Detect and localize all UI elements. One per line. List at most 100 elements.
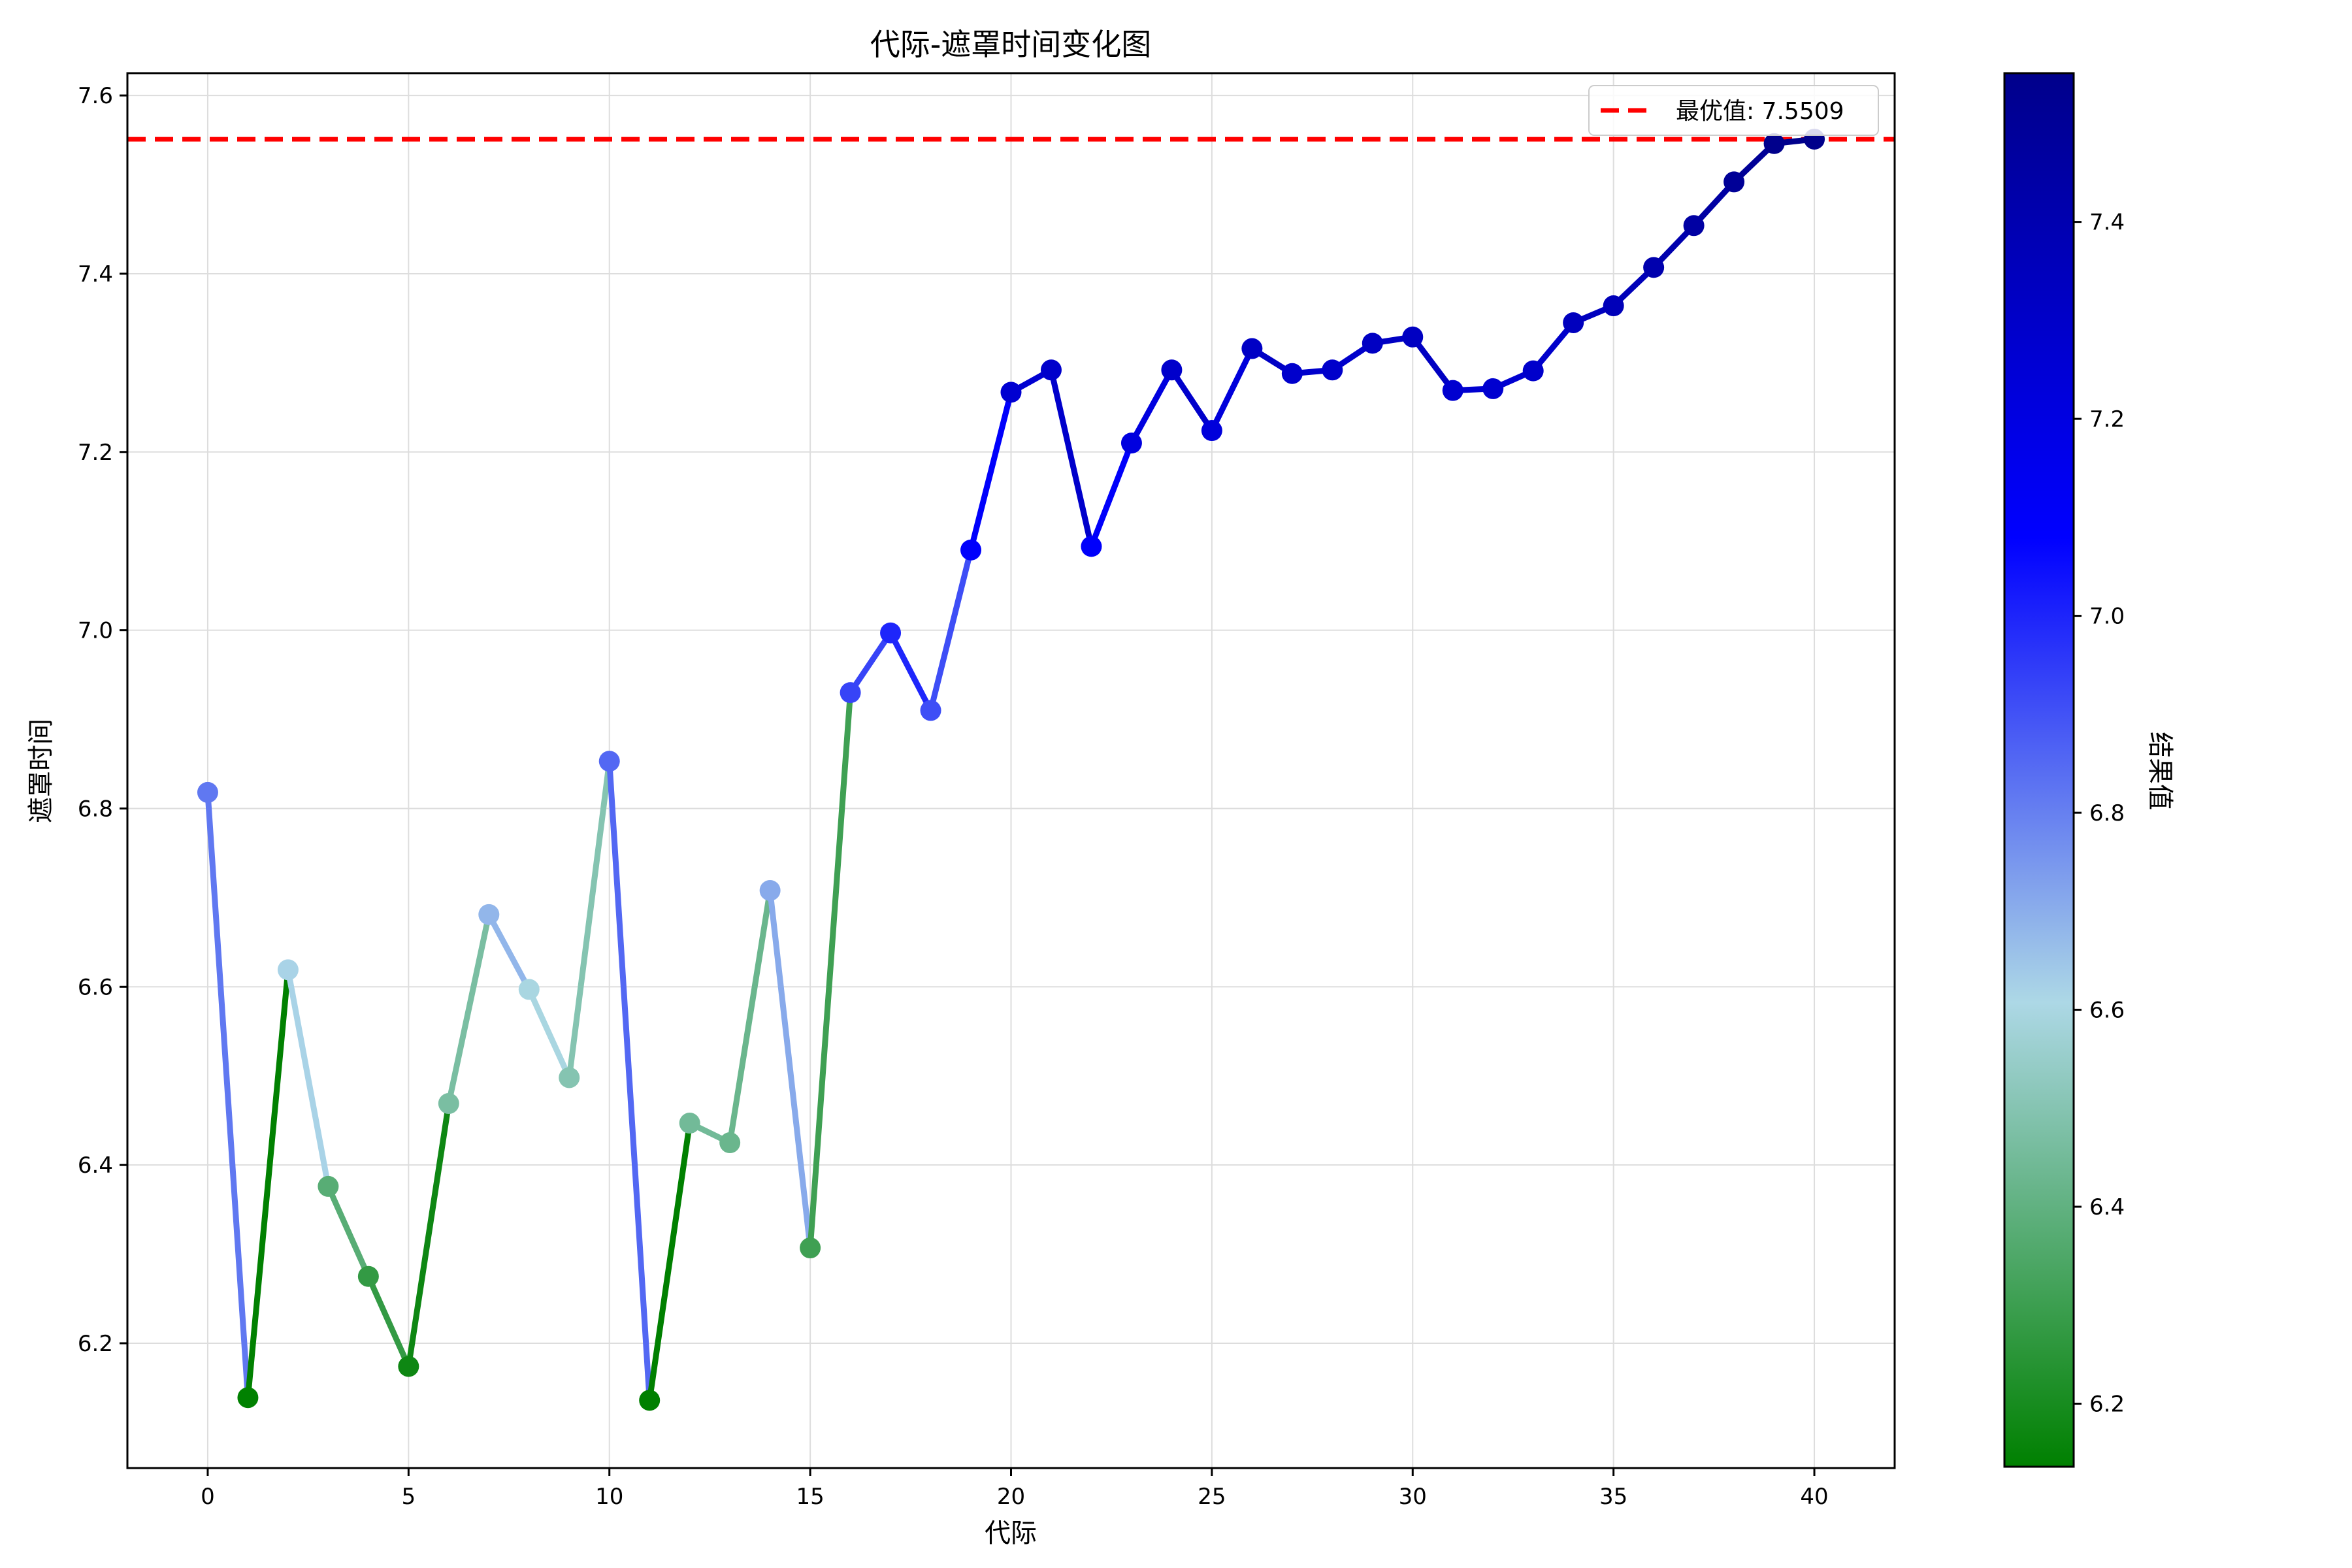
y-tick-label: 6.8 [78, 796, 113, 822]
series-segment [887, 630, 934, 713]
data-point [1402, 326, 1424, 348]
y-tick-label: 6.6 [78, 974, 113, 1000]
y-tick-label: 6.2 [78, 1331, 113, 1357]
x-axis-ticks: 0 5 10 15 20 25 30 35 40 [201, 1468, 1829, 1510]
data-point [478, 904, 500, 925]
chart-title: 代际-遮罩时间变化图 [870, 27, 1152, 62]
data-point [1482, 378, 1504, 399]
data-point [1522, 360, 1544, 382]
colorbar-tick-label: 6.6 [2089, 998, 2125, 1024]
y-tick-label: 7.2 [78, 440, 113, 466]
data-point [237, 1387, 259, 1409]
data-point [1723, 171, 1745, 193]
x-tick-label: 0 [201, 1484, 215, 1510]
legend-box [1588, 85, 1879, 136]
colorbar-tick-label: 7.2 [2089, 406, 2125, 433]
data-point [277, 959, 299, 981]
series-segment [244, 966, 291, 1401]
series-segment [1409, 334, 1456, 394]
data-point [197, 781, 218, 803]
data-point [800, 1237, 821, 1259]
x-tick-label: 10 [595, 1484, 623, 1510]
data-point [318, 1175, 339, 1197]
y-axis-ticks: 6.2 6.4 6.6 6.8 7.0 7.2 7.4 7.6 [78, 83, 127, 1357]
series-segment [807, 689, 854, 1251]
series-segment [727, 887, 774, 1146]
series-segment [847, 630, 894, 696]
data-point [1201, 420, 1222, 442]
data-point [518, 979, 540, 1000]
series-segment [1048, 367, 1094, 549]
x-tick-label: 40 [1800, 1484, 1828, 1510]
colorbar-tick-label: 6.8 [2089, 800, 2125, 826]
y-tick-label: 7.0 [78, 618, 113, 644]
data-point [679, 1113, 700, 1134]
data-point [840, 682, 861, 704]
data-point [398, 1356, 419, 1377]
data-point [1081, 536, 1102, 557]
data-point [1281, 363, 1303, 384]
data-point [719, 1132, 741, 1154]
data-point [357, 1266, 379, 1287]
data-point [1161, 359, 1183, 381]
legend-label: 最优值: 7.5509 [1676, 98, 1844, 125]
colorbar-tick-label: 7.0 [2089, 604, 2125, 630]
x-tick-label: 20 [997, 1484, 1025, 1510]
series-segment [968, 389, 1014, 553]
data-point [1120, 433, 1142, 454]
data-point [1040, 359, 1062, 381]
series-segment [1168, 367, 1215, 434]
legend: 最优值: 7.5509 [1588, 85, 1879, 136]
data-point [639, 1390, 661, 1411]
data-point [960, 539, 982, 561]
y-tick-label: 6.4 [78, 1152, 113, 1179]
series-segment [204, 789, 251, 1401]
series-segment [1088, 440, 1135, 549]
data-point [559, 1067, 580, 1088]
series-segment [446, 911, 492, 1107]
colorbar-tick-label: 6.4 [2089, 1194, 2125, 1220]
data-point [1683, 215, 1705, 237]
colorbar-tick-label: 7.4 [2089, 210, 2125, 236]
data-point [920, 700, 941, 721]
series-segment [566, 758, 613, 1081]
series-segment [405, 1100, 452, 1369]
data-point [1322, 359, 1343, 381]
data-point [880, 622, 902, 644]
data-point [1000, 382, 1022, 403]
x-tick-label: 35 [1599, 1484, 1627, 1510]
x-tick-label: 5 [402, 1484, 416, 1510]
series-segment [365, 1273, 412, 1369]
x-tick-label: 25 [1198, 1484, 1226, 1510]
series-segment [767, 887, 813, 1251]
data-point [1362, 333, 1383, 354]
colorbar [2003, 72, 2075, 1468]
y-tick-label: 7.6 [78, 83, 113, 109]
series-segment [928, 547, 974, 713]
series-markers [197, 128, 1825, 1411]
x-tick-label: 15 [796, 1484, 824, 1510]
data-point [1603, 295, 1624, 317]
x-tick-label: 30 [1399, 1484, 1427, 1510]
series-segment [526, 986, 572, 1081]
series-segment [1128, 367, 1175, 446]
series-segment [646, 1120, 693, 1403]
series-segment [606, 758, 653, 1403]
series-segment [325, 1183, 372, 1280]
data-point [759, 879, 781, 901]
data-point [1563, 312, 1584, 333]
grid-lines [127, 73, 1895, 1468]
colorbar-ticks: 6.2 6.4 6.6 6.8 7.0 7.2 7.4 [2074, 210, 2125, 1418]
data-point [598, 751, 620, 772]
data-point [1241, 338, 1263, 359]
data-point [1763, 133, 1785, 154]
y-tick-label: 7.4 [78, 261, 113, 287]
colorbar-title: 结果值 [2145, 732, 2175, 810]
data-point [1442, 380, 1463, 401]
series-segment [285, 966, 331, 1190]
colorbar-tick-label: 6.2 [2089, 1392, 2125, 1418]
data-point [438, 1093, 459, 1115]
data-point [1643, 257, 1665, 278]
series-segment [1209, 346, 1255, 434]
